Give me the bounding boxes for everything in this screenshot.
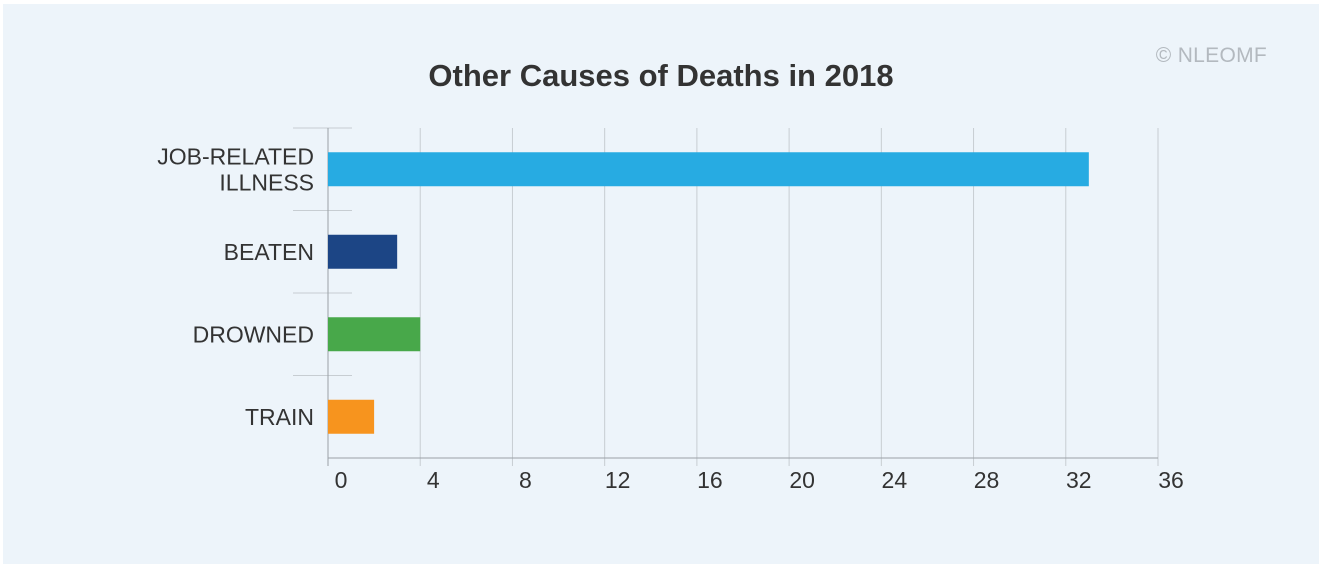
category-label: TRAIN xyxy=(245,404,314,430)
category-label: ILLNESS xyxy=(219,169,314,195)
chart-title: Other Causes of Deaths in 2018 xyxy=(428,58,894,93)
category-label: BEATEN xyxy=(224,239,314,265)
x-tick-label: 0 xyxy=(335,467,348,493)
bar xyxy=(328,399,375,434)
chart-panel: © NLEOMF Other Causes of Deaths in 2018 … xyxy=(3,4,1319,564)
x-tick-label: 28 xyxy=(974,467,1000,493)
bar xyxy=(328,152,1089,187)
x-tick-label: 24 xyxy=(882,467,908,493)
x-tick-label: 12 xyxy=(605,467,631,493)
x-tick-label: 4 xyxy=(427,467,440,493)
bar xyxy=(328,317,421,352)
x-tick-label: 8 xyxy=(519,467,532,493)
category-label: DROWNED xyxy=(193,321,314,347)
x-tick-label: 36 xyxy=(1158,467,1184,493)
category-label: JOB-RELATED xyxy=(157,143,314,169)
copyright-watermark: © NLEOMF xyxy=(1155,44,1267,67)
x-tick-label: 32 xyxy=(1066,467,1092,493)
x-tick-label: 16 xyxy=(697,467,723,493)
bar xyxy=(328,234,398,269)
x-tick-label: 20 xyxy=(789,467,815,493)
